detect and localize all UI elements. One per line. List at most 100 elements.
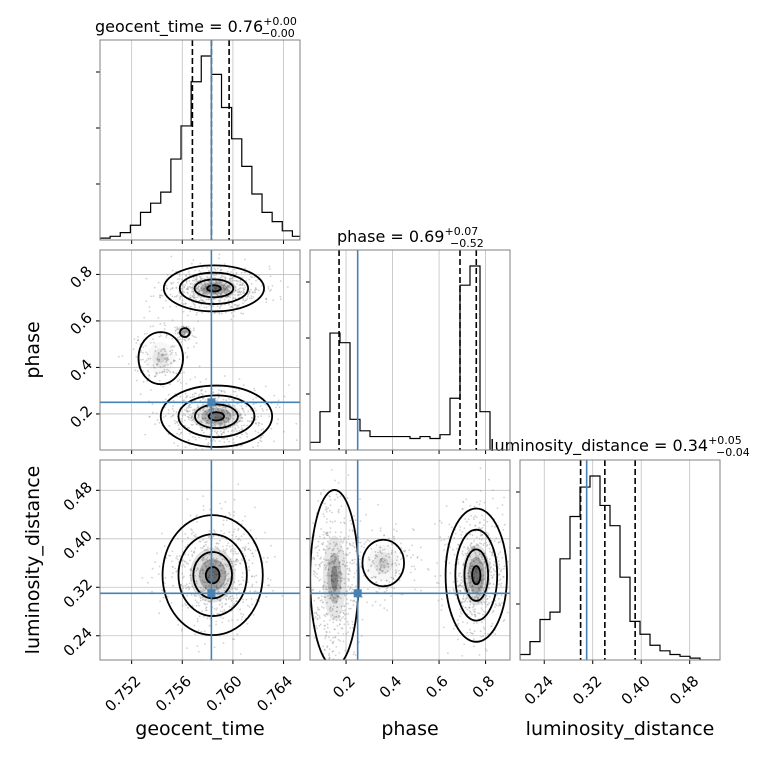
- sample-point: [326, 534, 328, 536]
- sample-point: [455, 577, 458, 580]
- sample-point: [320, 493, 322, 496]
- sample-point: [213, 267, 216, 270]
- sample-point: [228, 440, 231, 443]
- sample-point: [200, 389, 202, 392]
- sample-point: [214, 277, 217, 279]
- sample-point: [189, 310, 192, 313]
- sample-point: [387, 563, 390, 566]
- sample-point: [341, 609, 344, 612]
- sample-point: [462, 597, 465, 600]
- sample-point: [208, 553, 211, 556]
- sample-point: [337, 511, 340, 514]
- sample-point: [419, 546, 422, 549]
- sample-point: [331, 650, 334, 653]
- sample-point: [180, 431, 183, 434]
- sample-point: [240, 416, 243, 419]
- sample-point: [503, 496, 505, 499]
- sample-point: [337, 574, 340, 577]
- frame-p2d-20: [99, 459, 301, 661]
- sample-point: [204, 286, 207, 289]
- sample-point: [486, 545, 488, 547]
- sample-point: [189, 414, 191, 417]
- sample-point: [226, 289, 229, 292]
- sample-point: [507, 560, 509, 563]
- sample-point: [192, 294, 195, 296]
- sample-point: [349, 570, 352, 572]
- title-geocent-time-plus: +0.00: [263, 15, 297, 28]
- sample-point: [331, 586, 334, 589]
- sample-point: [503, 523, 506, 526]
- sample-point: [266, 556, 269, 559]
- sample-point: [203, 545, 206, 547]
- sample-point: [497, 541, 500, 544]
- sample-point: [325, 545, 328, 548]
- sample-point: [472, 589, 475, 591]
- sample-point: [147, 358, 150, 360]
- sample-point: [261, 408, 264, 410]
- sample-point: [217, 587, 219, 590]
- sample-point: [469, 555, 471, 557]
- sample-point: [241, 283, 244, 286]
- sample-point: [173, 359, 175, 362]
- sample-point: [269, 275, 272, 278]
- sample-point: [270, 544, 272, 547]
- sample-point: [244, 258, 246, 261]
- sample-point: [151, 403, 154, 405]
- sample-point: [434, 575, 437, 578]
- sample-point: [325, 532, 328, 535]
- sample-point: [184, 565, 186, 568]
- sample-point: [385, 587, 388, 590]
- sample-point: [313, 599, 316, 602]
- sample-point: [183, 331, 186, 334]
- sample-point: [343, 614, 346, 616]
- sample-point: [336, 595, 339, 598]
- sample-point: [160, 289, 163, 291]
- sample-point: [340, 572, 343, 575]
- sample-point: [160, 335, 162, 337]
- sample-point: [219, 599, 222, 602]
- sample-point: [235, 563, 238, 566]
- sample-point: [416, 556, 419, 558]
- sample-point: [322, 588, 325, 590]
- sample-point: [231, 277, 234, 280]
- sample-point: [220, 575, 222, 577]
- sample-point: [339, 597, 342, 600]
- sample-point: [220, 410, 223, 413]
- sample-point: [324, 649, 326, 651]
- sample-point: [481, 514, 483, 517]
- sample-point: [442, 626, 445, 629]
- sample-point: [193, 296, 196, 299]
- sample-point: [194, 599, 197, 602]
- sample-point: [225, 286, 228, 288]
- sample-point: [490, 625, 493, 627]
- sample-point: [172, 584, 175, 587]
- sample-point: [439, 536, 441, 539]
- sample-point: [241, 559, 244, 562]
- sample-point: [333, 591, 335, 593]
- sample-point: [457, 561, 460, 563]
- sample-point: [336, 543, 338, 546]
- sample-point: [360, 565, 363, 568]
- sample-point: [375, 581, 378, 583]
- sample-point: [462, 501, 465, 504]
- sample-point: [480, 581, 483, 584]
- sample-point: [501, 602, 503, 604]
- sample-point: [378, 572, 381, 575]
- sample-point: [204, 554, 207, 557]
- sample-point: [185, 395, 188, 397]
- sample-point: [465, 498, 468, 501]
- sample-point: [272, 299, 275, 302]
- sample-point: [185, 562, 188, 565]
- sample-point: [231, 277, 234, 279]
- sample-point: [347, 573, 350, 576]
- sample-point: [332, 621, 335, 624]
- sample-point: [196, 567, 199, 569]
- sample-point: [198, 572, 201, 575]
- sample-point: [184, 584, 187, 587]
- sample-point: [148, 415, 151, 418]
- sample-point: [387, 565, 390, 568]
- sample-point: [204, 410, 207, 413]
- sample-point: [204, 283, 207, 285]
- sample-point: [183, 338, 186, 341]
- sample-point: [383, 534, 386, 536]
